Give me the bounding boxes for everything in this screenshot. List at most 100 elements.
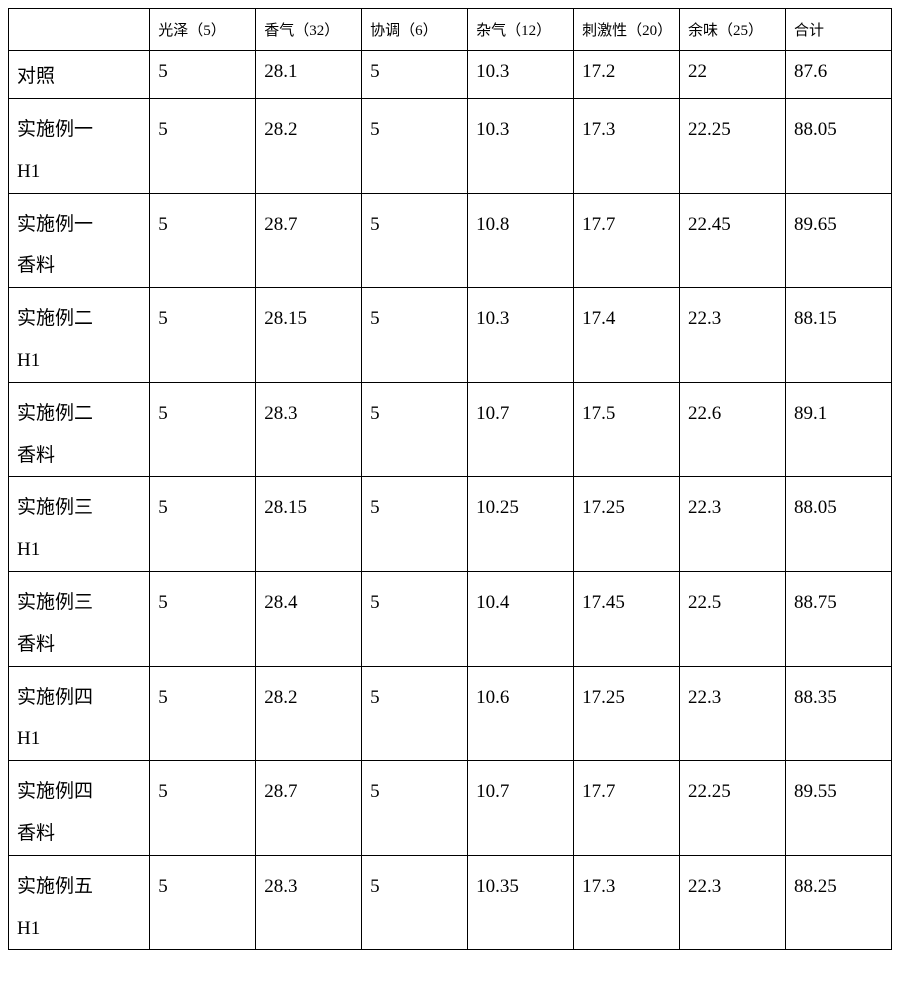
cell-value: 5 (362, 193, 468, 288)
header-aroma: 香气（32） (256, 9, 362, 51)
cell-value: 28.7 (256, 761, 362, 856)
cell-value: 89.55 (785, 761, 891, 856)
cell-value: 10.3 (468, 288, 574, 383)
header-offtaste: 杂气（12） (468, 9, 574, 51)
cell-value: 5 (362, 761, 468, 856)
cell-value: 88.75 (785, 571, 891, 666)
table-body: 对照528.1510.317.22287.6实施例一H1528.2510.317… (9, 51, 892, 950)
cell-value: 5 (150, 571, 256, 666)
table-row: 实施例一H1528.2510.317.322.2588.05 (9, 99, 892, 194)
cell-value: 89.1 (785, 382, 891, 477)
row-label: 实施例三H1 (9, 477, 150, 572)
cell-value: 22.3 (680, 288, 786, 383)
cell-value: 28.4 (256, 571, 362, 666)
cell-value: 5 (362, 51, 468, 99)
cell-value: 28.2 (256, 666, 362, 761)
table-row: 实施例四香料528.7510.717.722.2589.55 (9, 761, 892, 856)
cell-value: 17.45 (574, 571, 680, 666)
cell-value: 5 (150, 855, 256, 950)
data-table: 光泽（5） 香气（32） 协调（6） 杂气（12） 刺激性（20） 余味（25）… (8, 8, 892, 950)
cell-value: 5 (362, 382, 468, 477)
cell-value: 28.7 (256, 193, 362, 288)
cell-value: 28.2 (256, 99, 362, 194)
cell-value: 22.3 (680, 477, 786, 572)
cell-value: 88.15 (785, 288, 891, 383)
cell-value: 10.7 (468, 761, 574, 856)
cell-value: 28.3 (256, 855, 362, 950)
row-label: 实施例一香料 (9, 193, 150, 288)
header-total: 合计 (785, 9, 891, 51)
cell-value: 17.3 (574, 855, 680, 950)
cell-value: 10.7 (468, 382, 574, 477)
cell-value: 17.5 (574, 382, 680, 477)
table-row: 实施例二香料528.3510.717.522.689.1 (9, 382, 892, 477)
cell-value: 5 (150, 761, 256, 856)
row-label: 实施例三香料 (9, 571, 150, 666)
cell-value: 10.35 (468, 855, 574, 950)
row-label: 对照 (9, 51, 150, 99)
row-label: 实施例四香料 (9, 761, 150, 856)
cell-value: 5 (150, 193, 256, 288)
cell-value: 17.25 (574, 666, 680, 761)
cell-value: 5 (362, 99, 468, 194)
cell-value: 88.35 (785, 666, 891, 761)
row-label: 实施例二H1 (9, 288, 150, 383)
cell-value: 5 (362, 855, 468, 950)
cell-value: 87.6 (785, 51, 891, 99)
cell-value: 5 (362, 477, 468, 572)
table-row: 实施例二H1528.15510.317.422.388.15 (9, 288, 892, 383)
table-row: 实施例一香料528.7510.817.722.4589.65 (9, 193, 892, 288)
cell-value: 10.6 (468, 666, 574, 761)
table-row: 对照528.1510.317.22287.6 (9, 51, 892, 99)
row-label: 实施例一H1 (9, 99, 150, 194)
cell-value: 17.2 (574, 51, 680, 99)
cell-value: 5 (362, 571, 468, 666)
cell-value: 5 (150, 666, 256, 761)
cell-value: 22.6 (680, 382, 786, 477)
cell-value: 17.7 (574, 761, 680, 856)
table-row: 实施例三H1528.15510.2517.2522.388.05 (9, 477, 892, 572)
cell-value: 22.25 (680, 99, 786, 194)
header-gloss: 光泽（5） (150, 9, 256, 51)
cell-value: 17.7 (574, 193, 680, 288)
cell-value: 10.3 (468, 99, 574, 194)
cell-value: 17.25 (574, 477, 680, 572)
row-label: 实施例五H1 (9, 855, 150, 950)
cell-value: 22.3 (680, 666, 786, 761)
cell-value: 88.05 (785, 477, 891, 572)
header-aftertaste: 余味（25） (680, 9, 786, 51)
cell-value: 10.25 (468, 477, 574, 572)
cell-value: 5 (150, 99, 256, 194)
cell-value: 28.15 (256, 288, 362, 383)
header-irritation: 刺激性（20） (574, 9, 680, 51)
cell-value: 5 (362, 666, 468, 761)
cell-value: 10.3 (468, 51, 574, 99)
table-row: 实施例四H1528.2510.617.2522.388.35 (9, 666, 892, 761)
row-label: 实施例二香料 (9, 382, 150, 477)
cell-value: 5 (150, 51, 256, 99)
header-label (9, 9, 150, 51)
header-harmony: 协调（6） (362, 9, 468, 51)
cell-value: 22.25 (680, 761, 786, 856)
cell-value: 10.8 (468, 193, 574, 288)
row-label: 实施例四H1 (9, 666, 150, 761)
cell-value: 89.65 (785, 193, 891, 288)
cell-value: 22 (680, 51, 786, 99)
cell-value: 5 (150, 382, 256, 477)
cell-value: 28.3 (256, 382, 362, 477)
cell-value: 28.15 (256, 477, 362, 572)
cell-value: 5 (150, 288, 256, 383)
cell-value: 5 (150, 477, 256, 572)
cell-value: 10.4 (468, 571, 574, 666)
cell-value: 22.45 (680, 193, 786, 288)
cell-value: 22.3 (680, 855, 786, 950)
table-header-row: 光泽（5） 香气（32） 协调（6） 杂气（12） 刺激性（20） 余味（25）… (9, 9, 892, 51)
cell-value: 17.3 (574, 99, 680, 194)
cell-value: 22.5 (680, 571, 786, 666)
cell-value: 88.25 (785, 855, 891, 950)
cell-value: 17.4 (574, 288, 680, 383)
cell-value: 28.1 (256, 51, 362, 99)
cell-value: 88.05 (785, 99, 891, 194)
table-row: 实施例五H1528.3510.3517.322.388.25 (9, 855, 892, 950)
table-row: 实施例三香料528.4510.417.4522.588.75 (9, 571, 892, 666)
